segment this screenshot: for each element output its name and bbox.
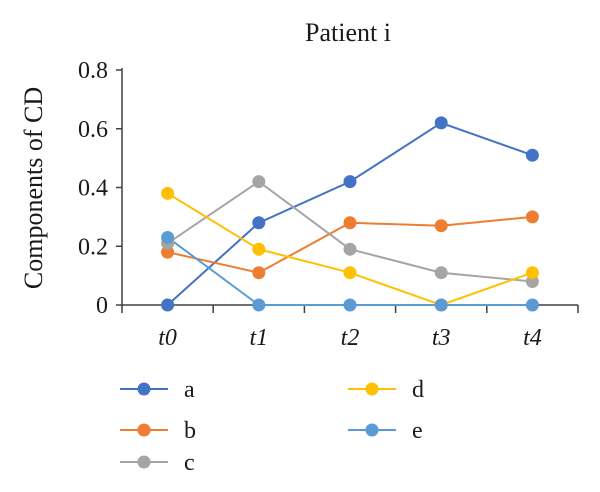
y-tick-labels: 0 0.2 0.4 0.6 0.8 bbox=[78, 58, 108, 319]
data-point-b bbox=[434, 219, 448, 233]
legend-item-e: e bbox=[348, 418, 423, 444]
x-tick-label: t2 bbox=[341, 325, 360, 351]
legend: abc de bbox=[120, 377, 424, 476]
legend-label: a bbox=[184, 377, 195, 403]
data-point-d bbox=[525, 266, 539, 280]
x-tick-label: t3 bbox=[432, 325, 451, 351]
data-point-e bbox=[161, 230, 175, 244]
legend-item-d: d bbox=[348, 377, 424, 403]
data-point-e bbox=[434, 298, 448, 312]
data-point-c bbox=[252, 175, 266, 189]
legend-marker bbox=[365, 423, 379, 437]
y-tick-label: 0.6 bbox=[78, 117, 108, 143]
legend-marker bbox=[137, 455, 151, 469]
series-points bbox=[161, 116, 539, 312]
data-point-c bbox=[343, 242, 357, 256]
data-point-c bbox=[434, 266, 448, 280]
data-point-a bbox=[252, 216, 266, 230]
legend-label: e bbox=[412, 418, 423, 444]
legend-item-c: c bbox=[120, 450, 195, 476]
y-tick-label: 0.4 bbox=[78, 176, 108, 202]
legend-marker bbox=[365, 382, 379, 396]
data-point-a bbox=[161, 298, 175, 312]
x-tick-label: t4 bbox=[523, 325, 542, 351]
y-tick-label: 0 bbox=[96, 293, 108, 319]
y-tick-label: 0.8 bbox=[78, 58, 108, 84]
data-point-d bbox=[161, 186, 175, 200]
legend-item-b: b bbox=[120, 418, 196, 444]
data-point-a bbox=[343, 175, 357, 189]
data-point-b bbox=[525, 210, 539, 224]
data-point-d bbox=[252, 242, 266, 256]
chart-title: Patient i bbox=[305, 18, 391, 47]
x-tick-label: t1 bbox=[249, 325, 268, 351]
legend-label: b bbox=[184, 418, 196, 444]
data-point-d bbox=[343, 266, 357, 280]
legend-label: c bbox=[184, 450, 195, 476]
x-tick-label: t0 bbox=[158, 325, 177, 351]
data-point-e bbox=[343, 298, 357, 312]
x-tick-labels: t0 t1 t2 t3 t4 bbox=[158, 325, 541, 351]
y-tick-label: 0.2 bbox=[78, 234, 108, 260]
data-point-a bbox=[434, 116, 448, 130]
data-point-b bbox=[252, 266, 266, 280]
data-point-e bbox=[252, 298, 266, 312]
data-point-e bbox=[525, 298, 539, 312]
data-point-a bbox=[525, 148, 539, 162]
y-axis-label: Components of CD bbox=[19, 87, 48, 289]
data-point-b bbox=[343, 216, 357, 230]
legend-marker bbox=[137, 382, 151, 396]
legend-item-a: a bbox=[120, 377, 195, 403]
legend-label: d bbox=[412, 377, 424, 403]
legend-marker bbox=[137, 423, 151, 437]
